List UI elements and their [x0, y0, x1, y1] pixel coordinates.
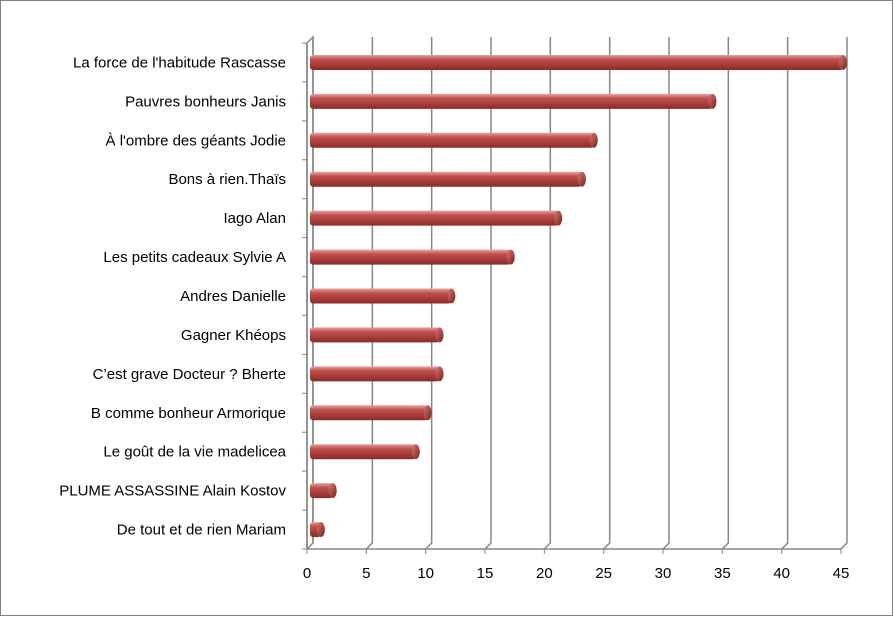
category-labels: La force de l'habitude Rascasse Pauvres b…: [59, 54, 286, 538]
gridline: [662, 37, 670, 550]
bar-cap: [506, 249, 515, 265]
category-label: La force de l'habitude Rascasse: [73, 54, 286, 71]
bar: [310, 327, 444, 343]
bar-body: [310, 366, 440, 382]
gridline: [425, 37, 433, 550]
x-tick-label: 0: [303, 565, 311, 582]
bar-body: [310, 405, 428, 421]
category-label: C’est grave Docteur ? Bherte: [93, 366, 286, 383]
bar-cap: [447, 288, 456, 304]
bar-cap: [435, 366, 444, 382]
bar: [310, 210, 563, 226]
bar-body: [310, 288, 452, 304]
bar: [310, 522, 325, 538]
x-tick-label: 10: [417, 565, 434, 582]
bar: [310, 249, 515, 265]
bar-body: [310, 93, 713, 109]
bar-cap: [589, 132, 598, 148]
x-tick-label: 5: [362, 565, 370, 582]
category-label: Pauvres bonheurs Janis: [125, 93, 286, 110]
bar-cap: [708, 93, 717, 109]
x-tick-label: 35: [714, 565, 731, 582]
category-label: Andres Danielle: [180, 288, 286, 305]
x-tick-label: 30: [655, 565, 672, 582]
bar-cap: [316, 522, 325, 538]
bar-cap: [554, 210, 563, 226]
category-label: Bons à rien.Thaïs: [168, 171, 286, 188]
bar-body: [310, 132, 594, 148]
bar-cap: [423, 405, 432, 421]
x-tick-label: 45: [833, 565, 850, 582]
bar: [310, 483, 337, 499]
category-label: De tout et de rien Mariam: [117, 522, 286, 539]
x-tick-label: 40: [773, 565, 790, 582]
x-axis-ticks: 0 5 10 15 20 25 30 35 40 45: [303, 549, 850, 582]
bar-cap: [411, 444, 420, 460]
bar: [310, 93, 717, 109]
bar-body: [310, 210, 559, 226]
bars: [310, 54, 847, 538]
bar: [310, 132, 598, 148]
bar: [310, 444, 420, 460]
bar: [310, 366, 444, 382]
category-label: B comme bonheur Armorique: [91, 405, 286, 422]
bar: [310, 54, 847, 70]
gridline: [306, 37, 314, 550]
bar: [310, 288, 456, 304]
gridline: [840, 37, 848, 550]
bar-cap: [577, 171, 586, 187]
bar-body: [310, 249, 511, 265]
category-label: Les petits cadeaux Sylvie A: [103, 249, 286, 266]
gridline: [484, 37, 492, 550]
x-tick-label: 15: [477, 565, 494, 582]
bar: [310, 405, 432, 421]
x-tick-label: 20: [536, 565, 553, 582]
gridline: [781, 37, 789, 550]
bar-body: [310, 327, 440, 343]
bar-cap: [435, 327, 444, 343]
category-label: Iago Alan: [223, 210, 286, 227]
bar-body: [310, 483, 333, 499]
gridline: [603, 37, 611, 550]
x-tick-label: 25: [595, 565, 612, 582]
gridline: [543, 37, 552, 550]
bar-body: [310, 171, 582, 187]
category-label: Gagner Khéops: [181, 327, 286, 344]
category-label: PLUME ASSASSINE Alain Kostov: [59, 483, 286, 500]
gridlines: [302, 35, 848, 550]
gridline: [721, 37, 730, 550]
category-label: Le goût de la vie madelicea: [103, 444, 286, 461]
bar-cap: [328, 483, 337, 499]
category-label: À l'ombre des géants Jodie: [106, 132, 286, 149]
bar-body: [310, 444, 416, 460]
bar-body: [310, 54, 843, 70]
bar-cap: [839, 54, 847, 70]
bar: [310, 171, 586, 187]
gridline: [365, 37, 374, 550]
